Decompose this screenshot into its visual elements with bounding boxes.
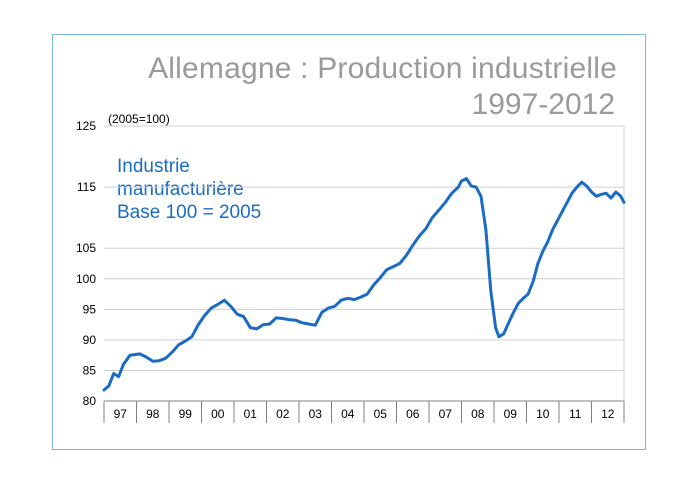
x-tick-label: 07 bbox=[439, 407, 453, 421]
series-label-line-2: manufacturière bbox=[117, 179, 244, 200]
x-tick-label: 11 bbox=[569, 407, 582, 421]
x-tick-label: 00 bbox=[211, 407, 225, 421]
chart-title: Allemagne : Production industrielle bbox=[148, 52, 617, 85]
x-tick-label: 09 bbox=[504, 407, 518, 421]
x-tick-label: 08 bbox=[471, 407, 485, 421]
y-tick-label: 105 bbox=[76, 241, 96, 255]
x-tick-label: 10 bbox=[536, 407, 550, 421]
y-tick-label: 125 bbox=[76, 119, 96, 133]
x-tick-label: 05 bbox=[374, 407, 388, 421]
x-tick-label: 06 bbox=[406, 407, 420, 421]
y-tick-label: 80 bbox=[83, 394, 97, 408]
x-tick-label: 12 bbox=[601, 407, 615, 421]
series-label-line-1: Industrie bbox=[117, 156, 190, 177]
chart-frame bbox=[52, 34, 646, 450]
unit-label: (2005=100) bbox=[108, 112, 170, 126]
x-tick-label: 99 bbox=[179, 407, 193, 421]
x-tick-label: 04 bbox=[341, 407, 355, 421]
y-tick-label: 100 bbox=[76, 272, 96, 286]
y-tick-label: 90 bbox=[83, 333, 97, 347]
y-tick-label: 95 bbox=[83, 302, 97, 316]
series-label: Industrie manufacturière Base 100 = 2005 bbox=[117, 155, 261, 224]
chart-subtitle: 1997-2012 bbox=[471, 88, 615, 121]
x-tick-label: 98 bbox=[146, 407, 160, 421]
x-tick-label: 01 bbox=[244, 407, 258, 421]
x-tick-label: 97 bbox=[114, 407, 128, 421]
y-tick-label: 85 bbox=[83, 363, 97, 377]
x-tick-label: 03 bbox=[309, 407, 323, 421]
y-tick-label: 115 bbox=[77, 180, 96, 194]
series-line bbox=[102, 177, 626, 392]
x-tick-label: 02 bbox=[276, 407, 290, 421]
series-label-line-3: Base 100 = 2005 bbox=[117, 202, 262, 223]
